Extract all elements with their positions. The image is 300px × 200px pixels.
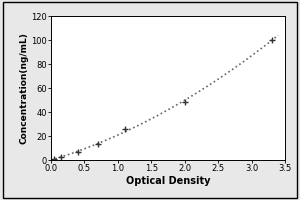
- Y-axis label: Concentration(ng/mL): Concentration(ng/mL): [19, 32, 28, 144]
- X-axis label: Optical Density: Optical Density: [126, 176, 210, 186]
